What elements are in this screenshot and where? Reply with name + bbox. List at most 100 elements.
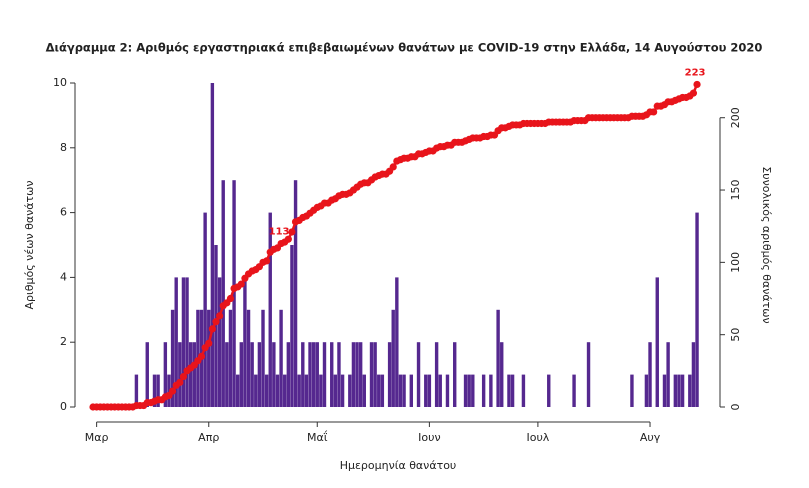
cumulative-point	[650, 108, 658, 116]
bar	[185, 277, 189, 407]
bar	[644, 374, 649, 407]
cumulative-point	[693, 80, 701, 89]
bar	[467, 374, 471, 407]
bar	[261, 309, 265, 407]
bar	[225, 342, 229, 407]
y-tick-label: 0	[60, 400, 67, 413]
bar	[192, 342, 196, 407]
bar	[369, 342, 374, 407]
bar	[387, 342, 392, 407]
bar	[521, 374, 526, 407]
bar	[283, 374, 287, 407]
bar	[481, 374, 486, 407]
bar	[315, 342, 319, 407]
bar	[167, 374, 171, 407]
bar	[337, 342, 341, 407]
bar	[348, 374, 352, 407]
bar	[630, 374, 634, 407]
bar	[648, 342, 652, 407]
y-axis-title: Αριθμός νέων θανάτων	[23, 181, 36, 310]
y2-tick-label: 200	[729, 107, 742, 128]
bar	[272, 342, 276, 407]
bar	[438, 374, 442, 407]
bar	[174, 277, 178, 407]
bar	[228, 309, 233, 407]
bar	[188, 342, 193, 407]
y2-tick-label: 50	[729, 328, 742, 342]
cumulative-point	[237, 280, 245, 288]
cumulative-point	[176, 378, 184, 387]
bar	[264, 374, 269, 407]
bar	[221, 180, 225, 407]
y2-tick-label: 100	[729, 252, 742, 273]
y-tick-label: 2	[60, 335, 67, 348]
bar	[268, 212, 272, 407]
y2-tick-label: 0	[729, 404, 742, 411]
bar	[322, 342, 327, 407]
cumulative-point	[226, 294, 235, 303]
bar	[203, 212, 207, 407]
cumulative-point	[284, 235, 292, 243]
bar	[250, 342, 254, 407]
bar	[170, 309, 175, 407]
bar	[319, 374, 323, 407]
bar	[424, 374, 428, 407]
bar	[217, 277, 222, 407]
bar	[409, 374, 414, 407]
bar	[275, 374, 280, 407]
bar	[235, 374, 240, 407]
cumulative-point	[689, 89, 698, 97]
bar	[145, 342, 149, 407]
x-tick-label: Απρ	[198, 431, 219, 444]
cumulative-point	[179, 373, 188, 381]
cumulative-point	[389, 163, 397, 171]
bar	[246, 309, 251, 407]
bar	[677, 374, 681, 407]
bar	[427, 374, 432, 407]
bar	[380, 374, 385, 407]
bar	[416, 342, 421, 407]
bar	[308, 342, 312, 407]
x-tick-label: Αυγ	[640, 431, 661, 444]
x-tick-label: Ιουν	[418, 431, 440, 444]
bar	[434, 342, 439, 407]
bar	[500, 342, 504, 407]
cumulative-point	[168, 387, 177, 395]
bar	[395, 277, 399, 407]
bar	[232, 180, 236, 407]
bar	[445, 374, 450, 407]
bar	[510, 374, 515, 407]
bar	[311, 342, 316, 407]
y2-axis-title: Συνολικός αριθμός θανάτων	[760, 166, 773, 323]
bar	[373, 342, 377, 407]
bar	[402, 374, 406, 407]
bar	[496, 309, 500, 407]
cumulative-point	[263, 257, 271, 265]
bar	[362, 374, 366, 407]
bar	[257, 342, 262, 407]
bar	[391, 309, 395, 407]
bar	[695, 212, 699, 407]
point-label: 223	[685, 67, 706, 78]
y-tick-label: 6	[60, 206, 67, 219]
bar	[301, 342, 305, 407]
bar	[214, 245, 218, 407]
y-tick-label: 10	[53, 76, 67, 89]
point-label: 113	[269, 227, 290, 238]
cumulative-point	[212, 318, 220, 326]
bar	[239, 342, 244, 407]
bar	[547, 374, 551, 407]
cumulative-point	[208, 325, 216, 333]
bar	[181, 277, 186, 407]
bar	[333, 374, 338, 407]
bar	[673, 374, 678, 407]
bar	[666, 342, 670, 407]
bar	[163, 342, 168, 407]
bar	[293, 180, 298, 407]
cumulative-point	[216, 312, 224, 320]
bar	[572, 374, 576, 407]
bar	[286, 342, 291, 407]
bar	[355, 342, 359, 407]
bar	[489, 374, 493, 407]
bar	[680, 374, 685, 407]
